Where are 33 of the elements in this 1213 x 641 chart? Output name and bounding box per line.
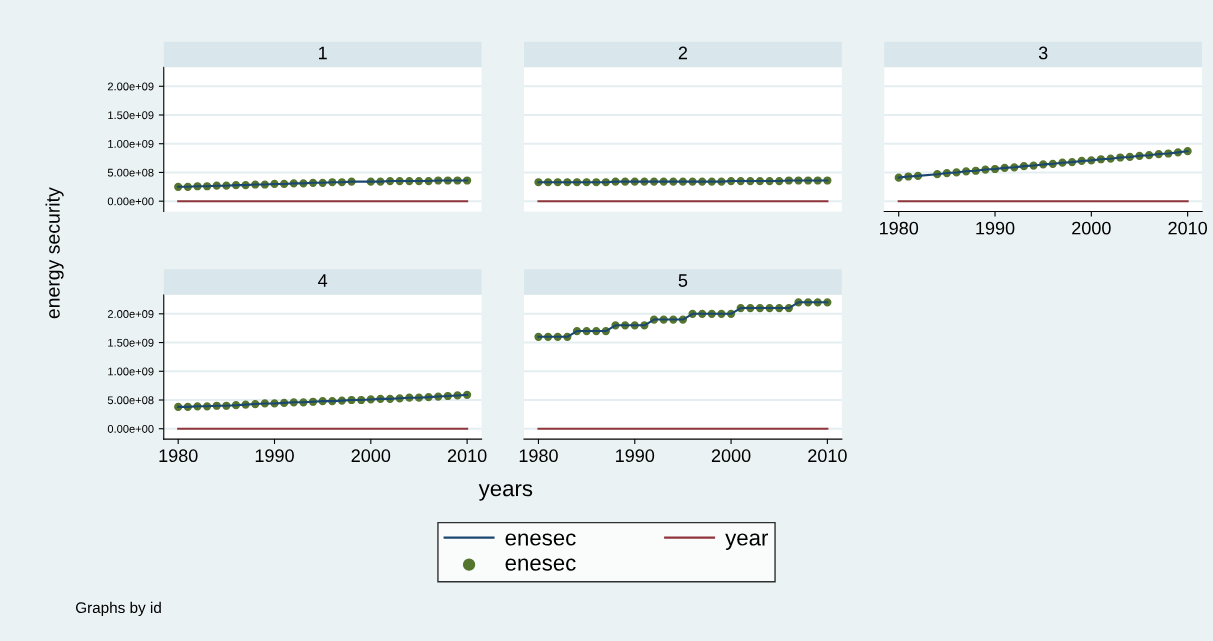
- x-axis-title: years: [478, 484, 533, 501]
- legend-label: enesec: [505, 533, 576, 546]
- x-tick-label: 1980: [159, 449, 198, 463]
- x-tick-label: 1990: [255, 449, 294, 463]
- chart-title: 2: [678, 46, 688, 60]
- x-tick-label: 1980: [880, 221, 919, 235]
- legend-label: year: [725, 533, 769, 550]
- chart-title: 1: [319, 46, 327, 60]
- x-tick-label: 2000: [351, 449, 391, 463]
- chart-title: 4: [318, 274, 328, 287]
- x-tick-label: 2010: [447, 449, 487, 463]
- legend-label: enesec: [505, 558, 576, 571]
- x-tick-label: 2000: [711, 449, 751, 463]
- chart-title: 5: [678, 274, 688, 287]
- y-tick-label: 2.00e+09: [107, 82, 154, 91]
- x-tick-label: 2000: [1072, 221, 1111, 235]
- x-tick-label: 1980: [519, 449, 558, 463]
- y-tick-label: 2.00e+09: [107, 310, 154, 318]
- y-tick-label: 1.50e+09: [108, 111, 154, 120]
- x-tick-label: 2010: [1168, 221, 1208, 235]
- text: Graphs by id: [75, 601, 161, 617]
- y-tick-label: 5.00e+08: [107, 396, 154, 405]
- y-tick-label: 0.00e+00: [107, 425, 154, 433]
- x-tick-label: 1990: [976, 221, 1015, 235]
- x-tick-label: 1990: [616, 449, 655, 463]
- y-tick-label: 1.00e+09: [108, 367, 154, 376]
- x-tick-label: 2010: [808, 449, 847, 463]
- y-axis-title: energy security: [45, 187, 64, 319]
- y-tick-label: 1.50e+09: [108, 338, 154, 347]
- chart-title: 3: [1038, 46, 1048, 60]
- y-tick-label: 0.00e+00: [107, 197, 154, 206]
- y-tick-label: 1.00e+09: [108, 139, 154, 148]
- y-tick-label: 5.00e+08: [107, 168, 154, 177]
